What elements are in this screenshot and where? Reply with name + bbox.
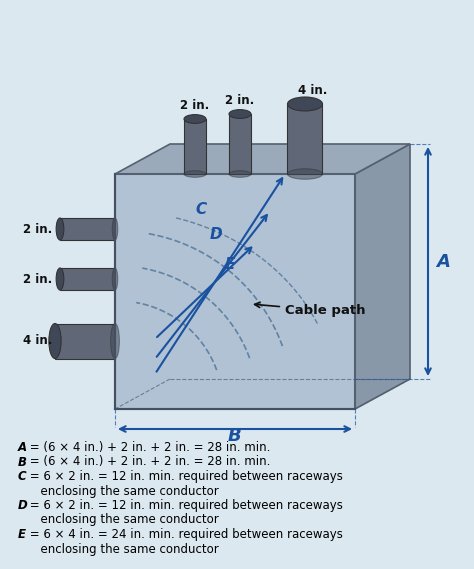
Text: = 6 × 2 in. = 12 in. min. required between raceways: = 6 × 2 in. = 12 in. min. required betwe… — [26, 470, 343, 483]
Text: D: D — [18, 499, 28, 512]
Polygon shape — [115, 144, 410, 174]
Text: 4 in.: 4 in. — [23, 335, 52, 348]
Ellipse shape — [49, 324, 61, 358]
Ellipse shape — [56, 268, 64, 290]
Polygon shape — [60, 268, 115, 290]
Ellipse shape — [184, 114, 206, 123]
Text: = 6 × 2 in. = 12 in. min. required between raceways: = 6 × 2 in. = 12 in. min. required betwe… — [26, 499, 343, 512]
Text: 2 in.: 2 in. — [181, 99, 210, 112]
Text: A: A — [436, 253, 450, 270]
Polygon shape — [184, 119, 206, 174]
Ellipse shape — [112, 268, 118, 290]
Text: C: C — [195, 202, 206, 217]
Text: = (6 × 4 in.) + 2 in. + 2 in. = 28 in. min.: = (6 × 4 in.) + 2 in. + 2 in. = 28 in. m… — [26, 441, 270, 454]
Polygon shape — [115, 174, 355, 409]
Polygon shape — [355, 144, 410, 409]
Polygon shape — [60, 218, 115, 240]
Text: enclosing the same conductor: enclosing the same conductor — [18, 484, 219, 497]
Ellipse shape — [229, 171, 251, 178]
Polygon shape — [229, 114, 251, 174]
Text: 2 in.: 2 in. — [225, 94, 255, 107]
Text: E: E — [225, 257, 236, 272]
Text: 4 in.: 4 in. — [298, 84, 328, 97]
Ellipse shape — [112, 218, 118, 240]
Text: C: C — [18, 470, 27, 483]
Text: B: B — [228, 427, 242, 445]
Text: B: B — [18, 456, 27, 468]
Ellipse shape — [110, 324, 119, 358]
Text: 2 in.: 2 in. — [23, 273, 52, 286]
Ellipse shape — [56, 218, 64, 240]
Ellipse shape — [288, 97, 322, 111]
Ellipse shape — [229, 110, 251, 118]
Ellipse shape — [184, 171, 206, 178]
Text: 2 in.: 2 in. — [23, 222, 52, 236]
Text: Cable path: Cable path — [255, 302, 365, 317]
Text: enclosing the same conductor: enclosing the same conductor — [18, 513, 219, 526]
Text: = (6 × 4 in.) + 2 in. + 2 in. = 28 in. min.: = (6 × 4 in.) + 2 in. + 2 in. = 28 in. m… — [26, 456, 270, 468]
Ellipse shape — [288, 169, 322, 179]
Polygon shape — [55, 324, 115, 358]
Text: D: D — [210, 227, 223, 242]
Text: E: E — [18, 528, 26, 541]
Text: A: A — [18, 441, 27, 454]
Polygon shape — [288, 104, 322, 174]
Text: = 6 × 4 in. = 24 in. min. required between raceways: = 6 × 4 in. = 24 in. min. required betwe… — [26, 528, 343, 541]
Text: enclosing the same conductor: enclosing the same conductor — [18, 542, 219, 555]
